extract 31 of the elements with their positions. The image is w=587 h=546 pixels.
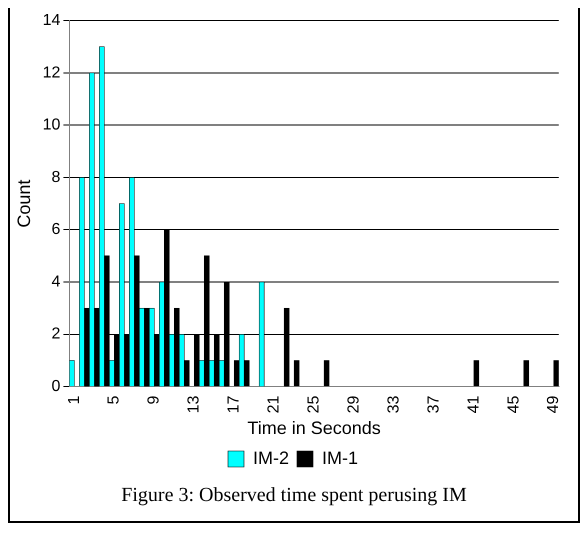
y-tick-label: 0 xyxy=(51,378,60,396)
y-tick-label: 14 xyxy=(42,12,60,30)
x-tick-label: 37 xyxy=(425,396,442,414)
y-axis-title: Count xyxy=(14,180,34,228)
x-tick-label: 29 xyxy=(345,396,362,414)
bar xyxy=(474,360,480,386)
y-tick-label: 12 xyxy=(42,64,60,82)
x-tick-label: 41 xyxy=(465,396,482,414)
caption: Figure 3: Observed time spent perusing IM xyxy=(120,483,468,508)
x-tick-label: 1 xyxy=(66,396,83,405)
y-tick-label: 4 xyxy=(51,273,60,290)
x-tick-label: 33 xyxy=(385,396,402,414)
x-tick-label: 49 xyxy=(545,396,562,414)
bar xyxy=(553,360,559,386)
x-tick-label: 21 xyxy=(266,396,283,414)
x-tick-label: 9 xyxy=(146,396,163,405)
x-tick-label: 45 xyxy=(505,396,522,414)
legend-label: IM-2 xyxy=(253,448,289,468)
y-tick-label: 10 xyxy=(42,116,60,134)
y-tick-label: 6 xyxy=(51,221,60,238)
x-tick-label: 5 xyxy=(106,396,123,405)
x-tick-label: 17 xyxy=(226,396,243,414)
bar xyxy=(324,360,330,386)
x-tick-label: 25 xyxy=(306,396,322,414)
y-tick-label: 2 xyxy=(51,326,60,343)
bar xyxy=(294,360,300,386)
bar xyxy=(524,360,530,386)
x-axis-title: Time in Seconds xyxy=(247,418,381,438)
legend-label: IM-1 xyxy=(322,448,358,468)
y-tick-label: 8 xyxy=(51,168,60,186)
x-tick-label: 13 xyxy=(186,396,203,414)
